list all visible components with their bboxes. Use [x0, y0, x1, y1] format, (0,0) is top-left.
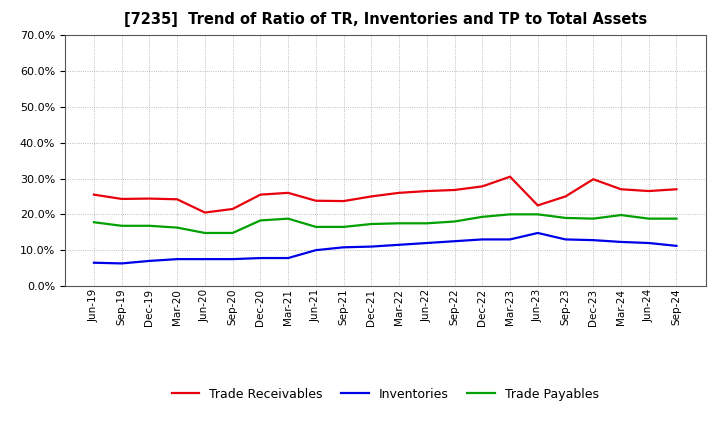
Trade Receivables: [201, 210, 210, 215]
Inventories: [284, 255, 292, 260]
Trade Payables: [89, 220, 98, 225]
Inventories: [423, 240, 431, 246]
Inventories: [395, 242, 403, 247]
Trade Receivables: [117, 196, 126, 202]
Trade Receivables: [145, 196, 154, 201]
Trade Receivables: [395, 190, 403, 195]
Title: [7235]  Trend of Ratio of TR, Inventories and TP to Total Assets: [7235] Trend of Ratio of TR, Inventories…: [124, 12, 647, 27]
Trade Payables: [284, 216, 292, 221]
Inventories: [201, 257, 210, 262]
Trade Receivables: [672, 187, 681, 192]
Inventories: [228, 257, 237, 262]
Trade Payables: [312, 224, 320, 230]
Trade Receivables: [561, 194, 570, 199]
Trade Receivables: [367, 194, 376, 199]
Inventories: [339, 245, 348, 250]
Trade Payables: [616, 213, 625, 218]
Trade Receivables: [339, 198, 348, 204]
Trade Payables: [117, 223, 126, 228]
Inventories: [173, 257, 181, 262]
Trade Payables: [534, 212, 542, 217]
Inventories: [616, 239, 625, 245]
Trade Receivables: [534, 203, 542, 208]
Trade Receivables: [228, 206, 237, 212]
Line: Trade Payables: Trade Payables: [94, 214, 677, 233]
Trade Receivables: [450, 187, 459, 193]
Inventories: [117, 261, 126, 266]
Inventories: [534, 230, 542, 235]
Trade Payables: [201, 230, 210, 235]
Trade Receivables: [256, 192, 265, 197]
Trade Payables: [589, 216, 598, 221]
Trade Receivables: [173, 197, 181, 202]
Trade Payables: [505, 212, 514, 217]
Trade Receivables: [505, 174, 514, 180]
Inventories: [505, 237, 514, 242]
Trade Payables: [450, 219, 459, 224]
Trade Receivables: [312, 198, 320, 203]
Inventories: [450, 238, 459, 244]
Trade Payables: [145, 223, 154, 228]
Legend: Trade Receivables, Inventories, Trade Payables: Trade Receivables, Inventories, Trade Pa…: [171, 388, 599, 400]
Inventories: [672, 243, 681, 249]
Trade Payables: [228, 230, 237, 235]
Trade Payables: [644, 216, 653, 221]
Trade Payables: [423, 221, 431, 226]
Inventories: [478, 237, 487, 242]
Trade Payables: [395, 221, 403, 226]
Inventories: [644, 240, 653, 246]
Trade Receivables: [478, 184, 487, 189]
Trade Receivables: [589, 176, 598, 182]
Trade Receivables: [284, 190, 292, 195]
Inventories: [561, 237, 570, 242]
Trade Payables: [367, 221, 376, 227]
Inventories: [256, 255, 265, 260]
Inventories: [89, 260, 98, 265]
Trade Payables: [672, 216, 681, 221]
Trade Payables: [561, 215, 570, 220]
Inventories: [145, 258, 154, 264]
Trade Receivables: [89, 192, 98, 197]
Trade Payables: [339, 224, 348, 230]
Trade Payables: [256, 218, 265, 223]
Trade Receivables: [644, 188, 653, 194]
Line: Inventories: Inventories: [94, 233, 677, 264]
Line: Trade Receivables: Trade Receivables: [94, 177, 677, 213]
Inventories: [367, 244, 376, 249]
Trade Payables: [173, 225, 181, 230]
Inventories: [589, 238, 598, 243]
Trade Receivables: [423, 188, 431, 194]
Inventories: [312, 248, 320, 253]
Trade Payables: [478, 214, 487, 220]
Trade Receivables: [616, 187, 625, 192]
